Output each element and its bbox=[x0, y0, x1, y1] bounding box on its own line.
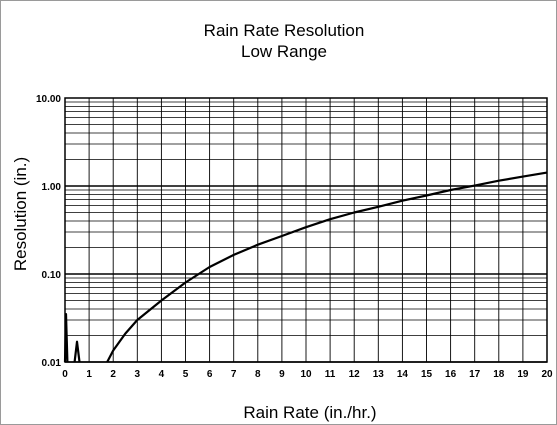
x-tick-label: 7 bbox=[231, 369, 237, 380]
x-tick-label: 9 bbox=[279, 369, 285, 380]
tick-labels: 0 1 2 3 4 5 6 7 8 9 10 11 12 13 14 15 16 17 18 19 200.010.10… bbox=[36, 94, 553, 380]
x-tick-label: 17 bbox=[469, 369, 481, 380]
x-tick-label: 11 bbox=[325, 369, 336, 380]
y-tick-label: 1.00 bbox=[42, 182, 62, 193]
y-axis-label: Resolution (in.) bbox=[11, 157, 30, 271]
y-tick-label: 0.01 bbox=[42, 358, 62, 369]
x-tick-label: 1 bbox=[86, 369, 92, 380]
x-axis-label: Rain Rate (in./hr.) bbox=[243, 403, 376, 422]
x-tick-label: 0 bbox=[62, 369, 68, 380]
resolution-spike bbox=[63, 313, 69, 363]
grid bbox=[64, 98, 548, 363]
x-tick-label: 10 bbox=[300, 369, 312, 380]
resolution-curve bbox=[106, 171, 548, 363]
resolution-spike bbox=[73, 340, 81, 363]
plot-area bbox=[64, 97, 548, 363]
x-tick-label: 8 bbox=[255, 369, 261, 380]
x-tick-label: 14 bbox=[397, 369, 409, 380]
x-tick-label: 5 bbox=[183, 369, 189, 380]
x-tick-label: 16 bbox=[445, 369, 457, 380]
x-tick-label: 12 bbox=[349, 369, 361, 380]
x-tick-label: 15 bbox=[421, 369, 433, 380]
y-tick-label: 0.10 bbox=[42, 270, 62, 281]
x-tick-label: 4 bbox=[159, 369, 165, 380]
chart-title-line-2: Low Range bbox=[241, 42, 327, 61]
x-tick-label: 20 bbox=[541, 369, 553, 380]
x-tick-label: 6 bbox=[207, 369, 213, 380]
x-tick-label: 2 bbox=[110, 369, 116, 380]
y-tick-label: 10.00 bbox=[36, 94, 61, 105]
x-tick-label: 3 bbox=[135, 369, 141, 380]
data-series bbox=[63, 171, 548, 363]
x-tick-label: 18 bbox=[493, 369, 505, 380]
x-tick-label: 19 bbox=[517, 369, 529, 380]
chart-title-line-1: Rain Rate Resolution bbox=[204, 21, 365, 40]
x-tick-label: 13 bbox=[373, 369, 385, 380]
